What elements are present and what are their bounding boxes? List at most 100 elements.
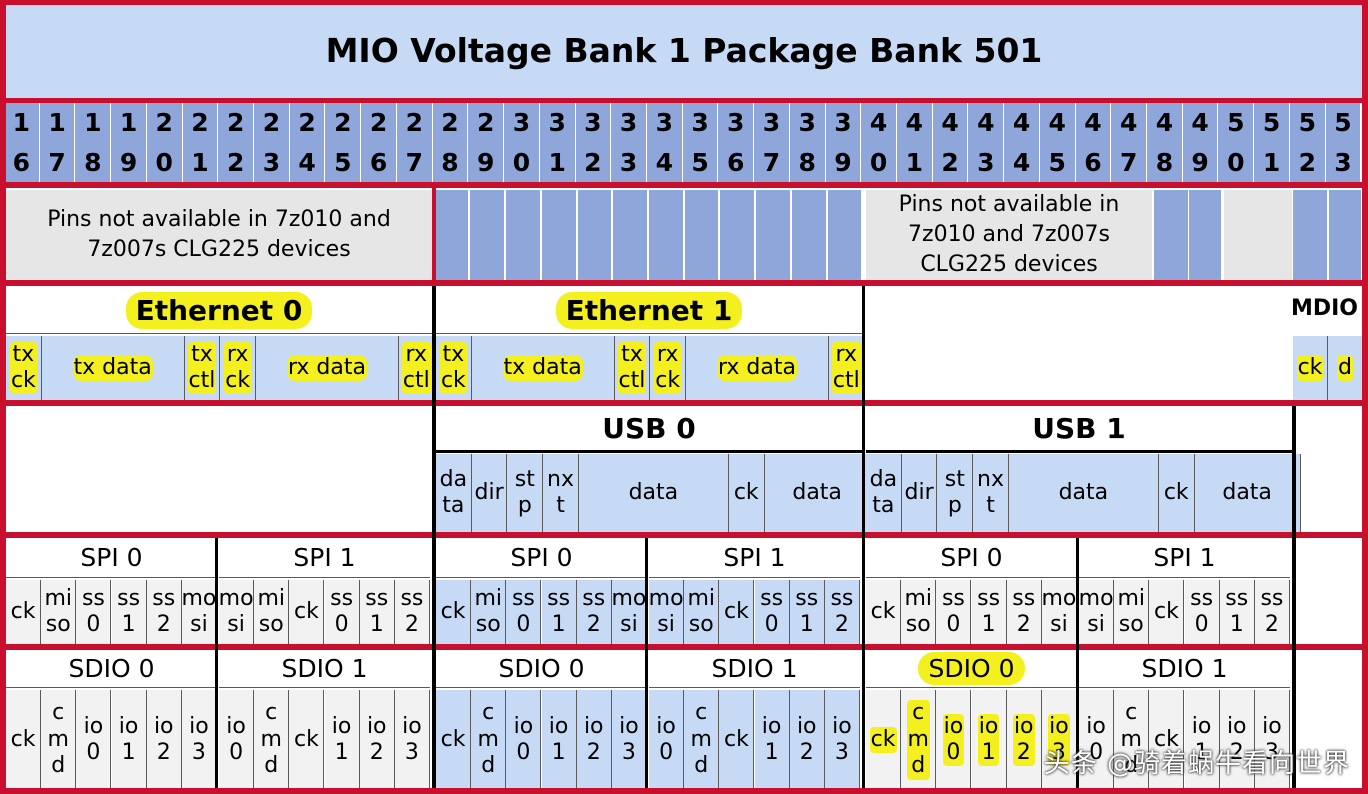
ethernet-signal: tx data <box>471 336 615 400</box>
pin-digit-ones: 6 <box>1084 147 1102 177</box>
frame-h-line <box>0 644 1368 650</box>
frame-h-line <box>0 532 1368 538</box>
pin-digit-tens: 2 <box>405 107 423 137</box>
pin-digit-ones: 2 <box>584 147 602 177</box>
pin-digit-tens: 4 <box>1084 107 1102 137</box>
signal-label: io 3 <box>832 713 852 765</box>
signal-label: io 2 <box>366 713 387 765</box>
pin-digit-ones: 5 <box>691 147 709 177</box>
signal-label: io 2 <box>1012 713 1035 767</box>
spi-group-label: SPI 1 <box>1079 538 1290 578</box>
sdio-signal: io 0 <box>649 690 685 790</box>
spi-group-label: SPI 1 <box>219 538 430 578</box>
divider-line <box>866 450 1292 453</box>
unavailable-note-right: Pins not available in 7z010 and 7z007s C… <box>866 190 1152 280</box>
divider-line <box>645 538 648 788</box>
sdio-signal: io 1 <box>1184 690 1220 790</box>
signal-label: nx t <box>977 466 1004 518</box>
signal-label: mi so <box>257 585 285 637</box>
signal-label: ss 2 <box>582 585 606 637</box>
ethernet-signal: rx ctl <box>398 336 435 400</box>
sdio-signal: io 2 <box>1219 690 1255 790</box>
sdio-signal: io 0 <box>76 690 112 790</box>
signal-label: io 1 <box>331 713 352 765</box>
pin-digit-ones: 3 <box>262 147 281 177</box>
signal-label: io 0 <box>656 713 676 765</box>
signal-label: mi so <box>44 585 72 637</box>
signal-label: rx ck <box>224 341 252 395</box>
pin-digit-ones: 1 <box>1262 147 1281 177</box>
pin-digit-tens: 4 <box>1119 107 1138 137</box>
mdio-label: MDIO <box>1290 296 1358 321</box>
usb-signal: data <box>1008 454 1159 532</box>
usb-0-label-text: USB 0 <box>602 412 696 445</box>
pin-digit-ones: 7 <box>1119 147 1138 177</box>
ethernet-1-label: Ethernet 1 <box>436 288 862 334</box>
ethernet-signal: tx ctl <box>184 336 221 400</box>
signal-label: rx ctl <box>831 341 861 395</box>
pin-digit-ones: 2 <box>226 147 245 177</box>
sdio-signal: io 0 <box>1079 690 1115 790</box>
spi-signal: ck <box>6 580 42 644</box>
pin-digit-ones: 1 <box>548 147 566 177</box>
signal-label: ck <box>869 726 897 754</box>
spi-signal: ck <box>1149 580 1185 644</box>
pin-digit-ones: 1 <box>905 147 924 177</box>
sdio-group-label: SDIO 0 <box>436 650 647 688</box>
signal-label: mo si <box>1078 585 1114 637</box>
pin-digit-ones: 7 <box>48 147 66 177</box>
signal-label: ck <box>1296 354 1324 382</box>
spi-signal: mi so <box>254 580 290 644</box>
spi-signal: mo si <box>1041 580 1077 644</box>
sdio-label-text: SDIO 0 <box>498 654 585 683</box>
spi-signal: ss 0 <box>76 580 112 644</box>
pin-digit-tens: 4 <box>1012 107 1031 137</box>
spi-signal: mi so <box>1114 580 1150 644</box>
pin-digit-ones: 7 <box>762 147 781 177</box>
spi-signal: ck <box>866 580 902 644</box>
ethernet-1-label-text: Ethernet 1 <box>555 292 743 329</box>
pin-digit-tens: 1 <box>48 107 66 137</box>
signal-label: io 1 <box>1191 713 1212 765</box>
pin-digit-tens: 2 <box>334 107 352 137</box>
usb-signal: data <box>578 454 729 532</box>
spi-signal: mo si <box>219 580 255 644</box>
signal-label: io 3 <box>619 713 639 765</box>
spi-signal: ss 1 <box>111 580 147 644</box>
spi-empty-right <box>1296 538 1362 644</box>
signal-label: io 0 <box>942 713 965 767</box>
pin-digit-tens: 1 <box>84 107 102 137</box>
pin-digit-ones: 6 <box>12 147 31 177</box>
pin-digit-tens: 3 <box>798 107 816 137</box>
pin-digit-ones: 9 <box>119 147 138 177</box>
spi-label-text: SPI 1 <box>1153 543 1216 572</box>
ethernet-0-label-text: Ethernet 0 <box>125 292 313 329</box>
signal-label: io 3 <box>402 713 422 765</box>
signal-label: ss 0 <box>511 585 535 637</box>
usb-signal: dir <box>901 454 938 532</box>
signal-label: mi so <box>904 585 932 637</box>
pin-digit-ones: 3 <box>619 147 638 177</box>
pin-digit-tens: 3 <box>619 107 638 137</box>
ethernet-signal: tx ck <box>6 336 42 400</box>
spi-signal: ss 0 <box>1184 580 1220 644</box>
spi-signal: ss 0 <box>506 580 542 644</box>
frame-h-line <box>0 0 1368 5</box>
sdio-signal: io 1 <box>541 690 577 790</box>
